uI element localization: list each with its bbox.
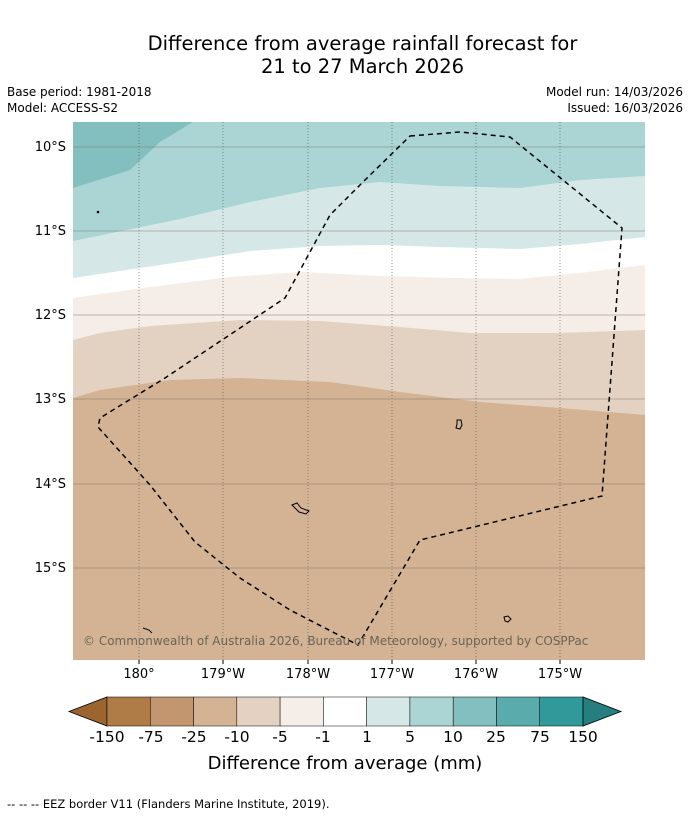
- title-line-2: 21 to 27 March 2026: [260, 55, 465, 78]
- lon-label-179w: 179°W: [201, 667, 245, 682]
- lon-label-180: 180°: [123, 667, 154, 682]
- colorbar-segment: [496, 696, 540, 727]
- cb-label-p5: 5: [405, 728, 415, 746]
- island-central: [291, 502, 310, 515]
- cb-label-p150: 150: [568, 728, 598, 746]
- lat-label-14s: 14°S: [35, 477, 66, 492]
- cb-label-m10: -10: [224, 728, 250, 746]
- meta-left: Base period: 1981-2018 Model: ACCESS-S2: [7, 84, 152, 116]
- colorbar-segment: [150, 696, 194, 727]
- colorbar-segment: [452, 696, 497, 727]
- cb-label-m150: -150: [89, 728, 125, 746]
- lat-grid-lines: [73, 146, 645, 569]
- copyright-text: © Commonwealth of Australia 2026, Bureau…: [83, 634, 588, 648]
- colorbar-title: Difference from average (mm): [207, 753, 483, 774]
- colorbar-segment: [539, 696, 584, 727]
- cb-label-p1: 1: [362, 728, 372, 746]
- colorbar-segment: [193, 696, 238, 727]
- lon-ticks: [138, 660, 561, 664]
- title-line-1: Difference from average rainfall forecas…: [147, 32, 578, 55]
- colorbar-segment: [279, 696, 324, 727]
- lon-label-177w: 177°W: [370, 667, 414, 682]
- base-period-text: Base period: 1981-2018: [7, 85, 152, 99]
- lon-label-178w: 178°W: [286, 667, 330, 682]
- meta-right: Model run: 14/03/2026 Issued: 16/03/2026: [546, 84, 683, 116]
- lat-label-12s: 12°S: [35, 308, 66, 323]
- band-5-to-10: [73, 122, 645, 241]
- cb-label-m5: -5: [272, 728, 288, 746]
- cb-label-m1: -1: [315, 728, 331, 746]
- lon-label-175w: 175°W: [538, 667, 582, 682]
- issued-text: Issued: 16/03/2026: [567, 101, 683, 115]
- cb-label-m25: -25: [181, 728, 207, 746]
- islands: [96, 210, 512, 634]
- colorbar-segment: [106, 696, 151, 727]
- model-text: Model: ACCESS-S2: [7, 101, 119, 115]
- colorbar: [67, 696, 623, 727]
- colorbar-segment: [409, 696, 454, 727]
- cb-label-p75: 75: [530, 728, 550, 746]
- lon-label-176w: 176°W: [454, 667, 498, 682]
- model-run-text: Model run: 14/03/2026: [545, 85, 683, 99]
- eez-border: [97, 131, 623, 646]
- colorbar-segment: [323, 696, 367, 727]
- colorbar-segment: [366, 696, 411, 727]
- lat-label-11s: 11°S: [35, 224, 66, 239]
- colorbar-arrow-left: [67, 696, 108, 727]
- lat-label-13s: 13°S: [35, 392, 66, 407]
- cb-label-p10: 10: [443, 728, 463, 746]
- island-east: [455, 419, 463, 430]
- band-10-to-25: [73, 122, 193, 188]
- lat-label-15s: 15°S: [35, 561, 66, 576]
- cb-label-p25: 25: [486, 728, 506, 746]
- island-south: [503, 615, 512, 623]
- lon-labels: 180° 179°W 178°W 177°W 176°W 175°W: [123, 667, 582, 682]
- colorbar-arrow-right: [582, 696, 623, 727]
- island-dot: [96, 210, 100, 214]
- colorbar-segment: [236, 696, 281, 727]
- map-fill-bands: [73, 122, 645, 660]
- lat-label-10s: 10°S: [35, 140, 66, 155]
- lat-labels: 10°S 11°S 12°S 13°S 14°S 15°S: [35, 140, 66, 576]
- cb-label-m75: -75: [138, 728, 164, 746]
- island-southwest: [142, 627, 153, 634]
- eez-footnote: -- -- -- EEZ border V11 (Flanders Marine…: [7, 797, 330, 811]
